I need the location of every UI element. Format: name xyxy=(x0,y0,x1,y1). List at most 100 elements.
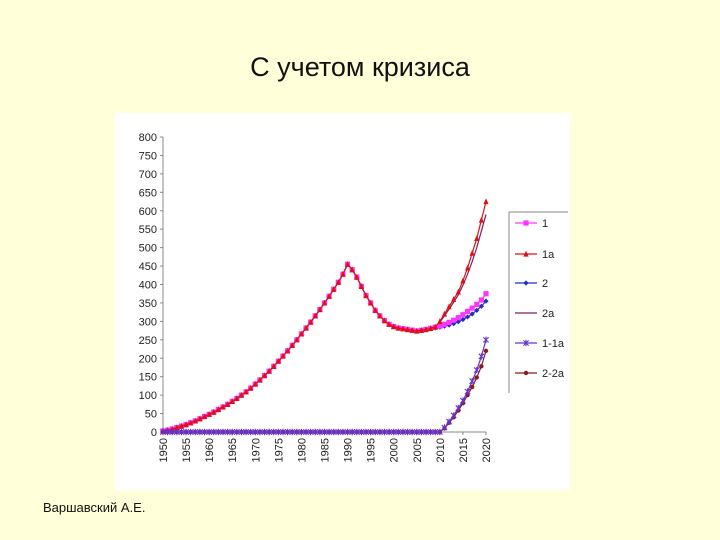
data-point-2 xyxy=(377,312,383,319)
data-point-2 xyxy=(220,403,226,410)
x-tick-label: 1970 xyxy=(250,438,262,462)
data-point-5 xyxy=(321,428,328,436)
data-point-2 xyxy=(312,312,318,319)
data-point-5 xyxy=(206,428,213,436)
data-point-2 xyxy=(469,249,475,256)
data-point-2 xyxy=(280,352,286,359)
data-point-5 xyxy=(376,428,383,436)
data-point-2 xyxy=(414,327,420,334)
data-point-1 xyxy=(460,312,466,318)
data-point-2 xyxy=(317,306,323,313)
data-point-5 xyxy=(201,428,208,436)
data-point-5 xyxy=(459,397,466,404)
data-point-5 xyxy=(432,428,439,436)
data-point-2 xyxy=(183,421,189,428)
y-tick-label: 0 xyxy=(151,427,157,439)
x-tick-label: 2015 xyxy=(458,438,470,462)
data-point-2 xyxy=(321,299,328,306)
data-point-5 xyxy=(261,428,268,436)
data-point-2 xyxy=(372,307,378,313)
data-point-2 xyxy=(211,408,217,415)
data-point-5 xyxy=(173,428,180,436)
data-point-5 xyxy=(399,428,406,436)
x-tick-label: 1990 xyxy=(343,438,355,462)
data-point-2 xyxy=(455,288,461,295)
data-point-5 xyxy=(478,353,485,360)
data-point-5 xyxy=(330,428,337,436)
data-point-1 xyxy=(446,319,452,326)
y-tick-label: 750 xyxy=(139,150,157,162)
data-point-5 xyxy=(363,428,370,436)
x-tick-label: 1965 xyxy=(227,438,239,462)
data-point-5 xyxy=(473,366,480,374)
data-point-1 xyxy=(474,301,480,308)
data-point-5 xyxy=(312,428,319,436)
data-point-5 xyxy=(455,404,462,412)
data-point-2 xyxy=(395,324,401,331)
data-point-2 xyxy=(197,415,203,422)
data-point-2 xyxy=(340,270,346,277)
y-tick-label: 400 xyxy=(139,280,157,292)
data-point-2 xyxy=(188,419,194,426)
data-point-5 xyxy=(252,428,259,436)
data-point-6 xyxy=(483,348,489,354)
data-point-5 xyxy=(298,428,305,436)
data-point-5 xyxy=(409,428,416,436)
series-line-3 xyxy=(162,263,487,432)
data-point-2 xyxy=(192,417,198,424)
data-point-5 xyxy=(289,428,296,436)
data-point-5 xyxy=(187,428,194,436)
data-point-2 xyxy=(381,317,388,324)
data-point-2 xyxy=(358,283,365,289)
data-point-2 xyxy=(418,327,424,333)
data-point-5 xyxy=(243,428,250,436)
x-tick-label: 2010 xyxy=(435,438,447,462)
data-point-1 xyxy=(464,308,471,315)
data-point-5 xyxy=(464,388,471,395)
x-tick-label: 1950 xyxy=(158,438,170,462)
legend-swatch-marker xyxy=(523,250,529,257)
data-point-2 xyxy=(266,367,272,374)
y-tick-label: 650 xyxy=(139,187,157,199)
data-point-5 xyxy=(372,428,379,436)
legend-label: 2-2а xyxy=(542,368,565,380)
data-point-2 xyxy=(294,336,300,343)
data-point-2 xyxy=(354,273,360,280)
data-point-2 xyxy=(303,324,309,331)
data-point-5 xyxy=(192,428,199,436)
data-point-2 xyxy=(284,347,291,354)
x-tick-label: 1975 xyxy=(273,438,285,462)
data-point-2 xyxy=(391,323,397,330)
data-point-2 xyxy=(238,391,245,398)
data-point-5 xyxy=(344,428,351,436)
data-point-3 xyxy=(464,314,471,320)
data-point-2 xyxy=(206,411,212,417)
data-point-3 xyxy=(469,311,475,317)
data-point-2 xyxy=(261,372,268,379)
data-point-5 xyxy=(441,424,448,431)
data-point-5 xyxy=(275,428,282,436)
data-point-5 xyxy=(293,428,300,436)
data-point-2 xyxy=(252,380,258,387)
data-point-1 xyxy=(437,323,443,329)
data-point-2 xyxy=(335,279,341,285)
data-point-2 xyxy=(275,358,281,364)
x-tick-label: 1980 xyxy=(296,438,308,462)
footer-author: Варшавский А.Е. xyxy=(43,500,146,515)
chart-panel: 0 50 100 150 200 250 300 350 400 450 500 550 600 650 7… xyxy=(115,113,570,490)
y-tick-label: 50 xyxy=(145,409,157,421)
data-point-5 xyxy=(233,428,240,436)
data-point-5 xyxy=(164,428,171,436)
data-point-5 xyxy=(418,428,425,436)
data-point-1 xyxy=(455,315,461,321)
data-point-2 xyxy=(248,384,254,391)
data-point-5 xyxy=(353,428,360,436)
data-point-5 xyxy=(423,428,430,436)
data-point-5 xyxy=(178,428,185,436)
data-point-2 xyxy=(446,303,452,310)
data-point-2 xyxy=(404,326,411,333)
data-point-5 xyxy=(284,428,291,436)
data-point-2 xyxy=(298,330,305,337)
data-point-6 xyxy=(469,384,475,390)
data-point-3 xyxy=(474,307,480,313)
